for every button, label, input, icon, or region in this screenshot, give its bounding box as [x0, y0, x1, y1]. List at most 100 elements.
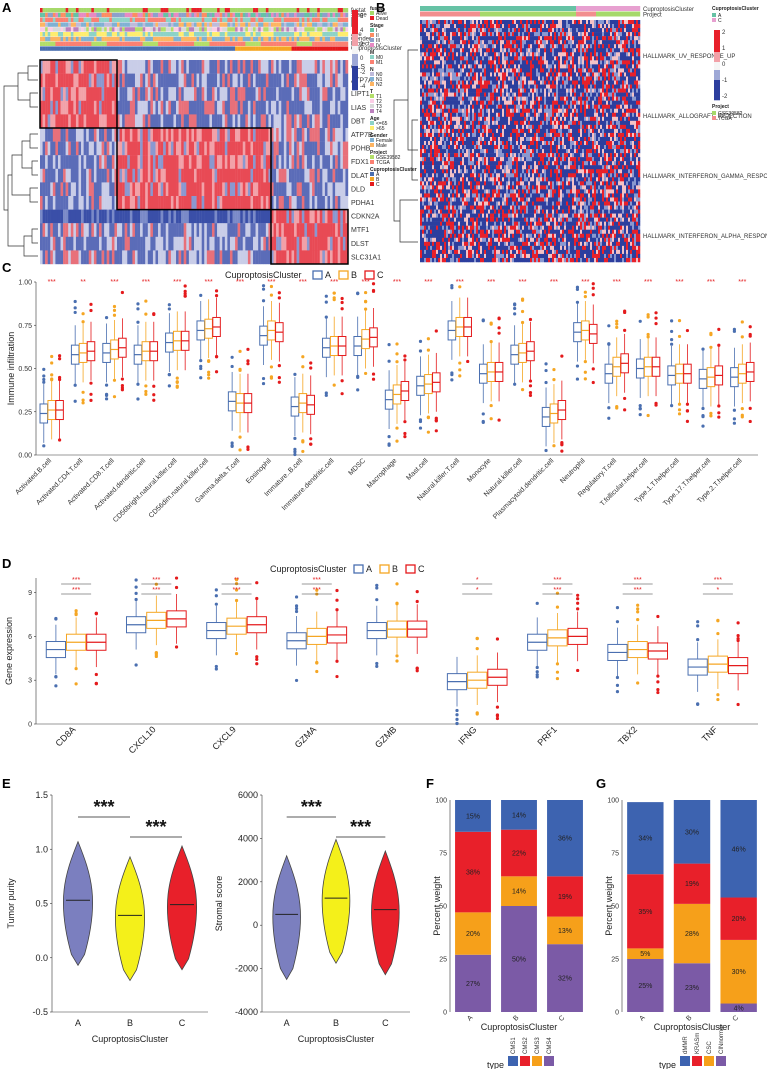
heatmap-cell: [450, 44, 453, 49]
heatmap-cell: [201, 128, 205, 142]
annotation-cell: [183, 46, 187, 51]
heatmap-cell: [253, 100, 256, 115]
heatmap-cell: [538, 32, 541, 37]
heatmap-cell: [286, 141, 290, 156]
heatmap-cell: [142, 114, 146, 129]
heatmap-cell: [428, 56, 431, 61]
heatmap-cell: [206, 73, 210, 88]
heatmap-cell: [188, 196, 192, 210]
heatmap-cell: [460, 76, 463, 81]
annotation-cell: [586, 6, 589, 11]
annotation-cell: [253, 27, 256, 32]
annotation-cell: [42, 17, 46, 22]
heatmap-cell: [163, 168, 166, 183]
heatmap-cell: [628, 32, 631, 37]
annotation-cell: [65, 36, 69, 42]
heatmap-cell: [273, 128, 277, 142]
heatmap-cell: [562, 60, 565, 65]
legend-swatch: [370, 126, 374, 130]
heatmap-cell: [448, 44, 451, 49]
heatmap-cell: [73, 250, 77, 265]
heatmap-cell: [560, 64, 563, 69]
heatmap-cell: [117, 236, 120, 251]
heatmap-cell: [335, 114, 338, 129]
annotation-cell: [106, 32, 110, 37]
heatmap-cell: [327, 87, 331, 101]
heatmap-cell: [340, 87, 344, 101]
heatmap-cell: [253, 155, 256, 169]
heatmap-cell: [514, 36, 517, 41]
annotation-cell: [122, 27, 125, 32]
heatmap-cell: [444, 48, 447, 53]
annotation-cell: [247, 36, 251, 42]
heatmap-cell: [518, 36, 521, 41]
heatmap-cell: [538, 60, 541, 65]
annotation-cell: [240, 27, 243, 32]
heatmap-cell: [492, 24, 495, 29]
heatmap-cell: [255, 182, 259, 197]
annotation-cell: [229, 46, 233, 51]
heatmap-cell: [624, 44, 627, 49]
heatmap-cell: [127, 73, 131, 88]
heatmap-cell: [68, 141, 71, 156]
heatmap-cell: [47, 168, 51, 183]
heatmap-cell: [68, 250, 71, 265]
heatmap-cell: [428, 72, 431, 77]
annotation-cell: [278, 12, 282, 18]
heatmap-cell: [52, 155, 56, 169]
annotation-cell: [50, 8, 54, 13]
heatmap-cell: [426, 36, 429, 41]
heatmap-cell: [132, 128, 136, 142]
heatmap-cell: [548, 36, 551, 41]
heatmap-cell: [91, 114, 95, 129]
panel-label-b: B: [376, 0, 385, 15]
heatmap-cell: [291, 209, 295, 224]
annotation-cell: [183, 41, 187, 46]
heatmap-cell: [70, 73, 74, 88]
annotation-cell: [219, 12, 223, 18]
heatmap-cell: [314, 250, 318, 265]
annotation-cell: [160, 32, 164, 37]
annotation-cell: [253, 22, 256, 27]
heatmap-cell: [538, 44, 541, 49]
annotation-cell: [81, 32, 84, 37]
heatmap-cell: [556, 20, 559, 25]
heatmap-cell: [299, 155, 302, 169]
annotation-cell: [319, 17, 323, 22]
heatmap-cell: [542, 76, 545, 81]
annotation-cell: [464, 6, 467, 11]
heatmap-cell: [155, 100, 159, 115]
heatmap-cell: [152, 223, 156, 237]
heatmap-cell: [47, 87, 51, 101]
annotation-cell: [296, 17, 300, 22]
heatmap-cell: [68, 114, 71, 129]
heatmap-cell: [452, 36, 455, 41]
heatmap-cell: [504, 28, 507, 33]
annotation-cell: [232, 22, 236, 27]
heatmap-cell: [546, 68, 549, 73]
heatmap-cell: [255, 87, 259, 101]
heatmap-cell: [55, 168, 59, 183]
heatmap-cell: [271, 155, 274, 169]
heatmap-cell: [544, 40, 547, 45]
heatmap-cell: [542, 24, 545, 29]
heatmap-cell: [165, 128, 169, 142]
heatmap-cell: [544, 24, 547, 29]
heatmap-cell: [250, 209, 254, 224]
heatmap-cell: [240, 196, 243, 210]
heatmap-cell: [278, 168, 282, 183]
heatmap-cell: [163, 100, 166, 115]
heatmap-cell: [288, 128, 292, 142]
heatmap-cell: [430, 40, 433, 45]
annotation-cell: [476, 11, 479, 17]
annotation-cell: [129, 41, 133, 46]
annotation-cell: [247, 17, 251, 22]
heatmap-cell: [556, 76, 559, 81]
annotation-cell: [132, 8, 136, 13]
heatmap-cell: [142, 236, 146, 251]
heatmap-cell: [240, 87, 243, 101]
heatmap-cell: [176, 250, 179, 265]
annotation-cell: [574, 6, 577, 11]
heatmap-cell: [570, 44, 573, 49]
heatmap-cell: [78, 73, 82, 88]
